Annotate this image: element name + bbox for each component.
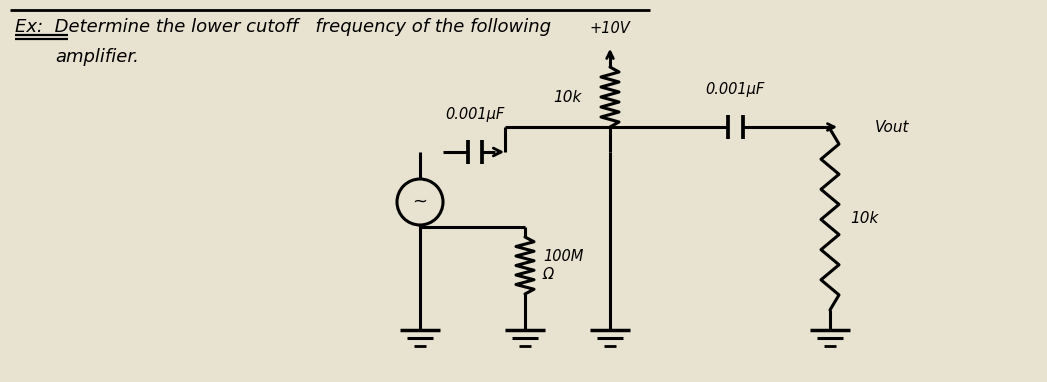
Text: Ex:  Determine the lower cutoff   frequency of the following: Ex: Determine the lower cutoff frequency… [15, 18, 551, 36]
Text: 0.001μF: 0.001μF [706, 82, 764, 97]
Text: Vout: Vout [875, 120, 910, 134]
Text: 0.001μF: 0.001μF [445, 107, 505, 122]
Text: 10k: 10k [554, 89, 582, 105]
Text: amplifier.: amplifier. [55, 48, 139, 66]
Text: 10k: 10k [850, 211, 878, 226]
Text: +10V: +10V [589, 21, 630, 36]
Text: 100M
Ω: 100M Ω [543, 249, 583, 282]
Text: ~: ~ [413, 193, 427, 211]
